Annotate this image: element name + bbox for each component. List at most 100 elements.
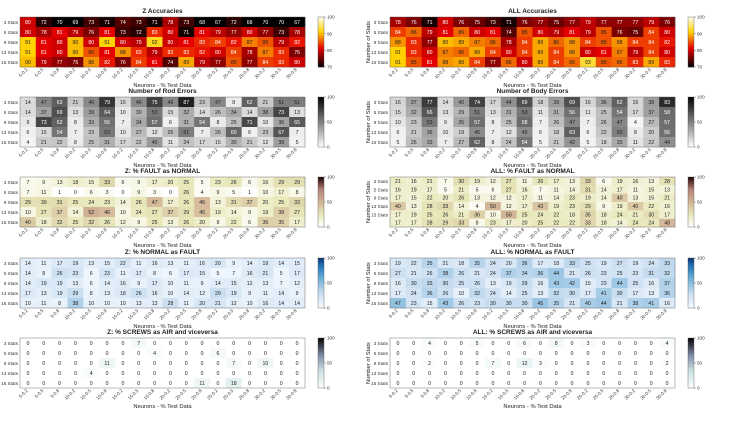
x-tick-label: 10-0.8 [465,67,478,80]
heatmap-cell [659,17,676,28]
cell-label: 84 [648,40,654,46]
heatmap-cell [516,338,533,349]
cell-label: 0 [476,351,479,357]
heatmap-cell [469,17,486,28]
heatmap-cell [580,202,597,211]
heatmap-cell [469,117,486,128]
x-tick-label: 15-0.8 [513,67,526,80]
cell-label: 17 [490,100,496,106]
cell-label: 16 [664,204,670,210]
heatmap-cell [210,97,227,108]
colorbar-segment [318,123,324,125]
colorbar-segment [318,59,324,62]
cell-label: 75 [152,100,158,106]
cell-label: 3 [153,190,156,196]
cell-label: 38 [263,110,269,116]
colorbar-segment [318,275,324,278]
heatmap-cell [67,288,84,299]
cell-label: 6 [248,220,251,226]
heatmap-cell [115,358,132,369]
cell-label: 71 [152,20,158,26]
panel-title: Z: % SCREWS as AIR and viceversa [107,329,218,336]
colorbar-segment [688,270,694,273]
y-tick-label: 5 Stats [4,351,19,356]
colorbar-segment [688,380,694,383]
cell-label: 44 [617,281,623,287]
heatmap-cell [51,368,68,379]
cell-label: 36 [601,100,607,106]
heatmap-cell [643,185,660,194]
cell-label: 38 [278,140,284,146]
x-tick-label: 5-0.2 [18,227,29,238]
heatmap-cell [500,97,517,108]
heatmap-cell [595,177,612,186]
cell-label: 33 [569,261,575,267]
y-tick-label: 13 Stats [371,371,389,376]
cell-label: 16 [199,261,205,267]
colorbar-tick-label: 50 [697,361,703,366]
heatmap-cell [83,17,100,28]
x-tick-label: 25-0.8 [608,308,621,321]
x-tick-label: 10-0.5 [449,227,462,240]
cell-label: 81 [104,30,110,36]
heatmap-cell [241,107,258,118]
cell-label: 88 [120,50,126,56]
cell-label: 10 [120,301,126,307]
heatmap-cell [500,210,517,219]
colorbar-tick-label: 50 [327,281,333,286]
cell-label: 80 [57,40,63,46]
heatmap-cell [595,107,612,118]
cell-label: 17 [199,140,205,146]
colorbar-tick-label: 50 [327,200,333,205]
heatmap-cell [225,137,242,148]
heatmap-cell [194,258,211,269]
cell-label: 0 [555,371,558,377]
heatmap-cell [643,177,660,186]
heatmap-cell [485,17,502,28]
heatmap-cell [405,137,422,148]
colorbar-segment [318,264,324,266]
heatmap-cell [162,368,179,379]
heatmap-cell [241,97,258,108]
cell-label: 9 [137,180,140,186]
cell-label: 22 [411,261,417,267]
cell-label: 54 [617,110,623,116]
colorbar-segment [318,198,324,200]
colorbar-segment [688,198,694,200]
colorbar-segment [318,351,324,354]
heatmap-cell [580,298,597,309]
colorbar-segment [688,264,694,266]
heatmap-cell [627,358,644,369]
heatmap-cell [405,338,422,349]
heatmap-cell [115,288,132,299]
heatmap-cell [130,37,147,48]
heatmap-cell [210,27,227,38]
heatmap-cell [595,193,612,203]
cell-label: 13 [490,110,496,116]
heatmap-cell [83,57,100,68]
colorbar-segment [688,349,694,351]
heatmap-cell [580,185,597,194]
heatmap-cell [453,37,470,48]
heatmap-cell [516,47,533,58]
heatmap-cell [548,107,565,118]
cell-label: 74 [474,100,480,106]
cell-label: 16 [395,281,401,287]
colorbar-segment [318,293,324,295]
cell-label: 7 [444,179,447,185]
heatmap-cell [99,207,116,218]
heatmap-cell [83,47,100,58]
heatmap-cell [421,37,438,48]
heatmap-cell [643,210,660,219]
heatmap-cell [20,17,37,28]
heatmap-cell [485,210,502,219]
heatmap-cell [659,57,676,68]
x-tick-label: 10-0.2 [64,147,77,160]
cell-label: 64 [104,110,110,116]
cell-label: 0 [121,351,124,357]
cell-label: 0 [396,381,399,387]
heatmap-cell [643,17,660,28]
x-tick-label: 10-0.2 [64,388,77,401]
x-tick-label: 25-0.5 [592,147,605,160]
cell-label: 0 [185,341,188,347]
